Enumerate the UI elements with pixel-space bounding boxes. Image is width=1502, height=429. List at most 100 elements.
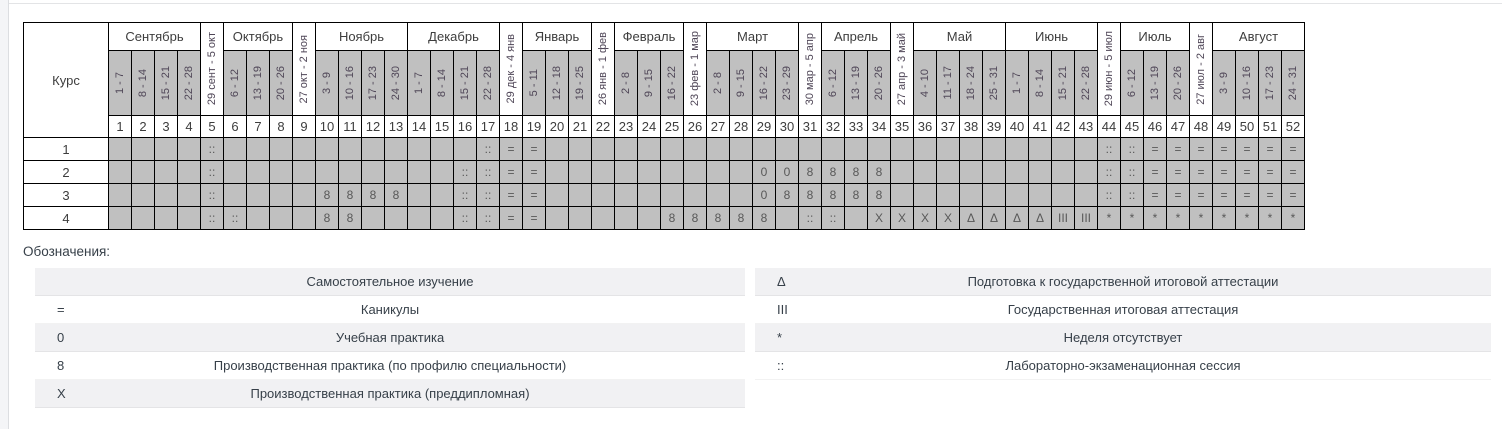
schedule-cell: * <box>1258 206 1282 230</box>
schedule-cell <box>407 183 431 207</box>
schedule-cell: = <box>1281 160 1305 184</box>
legend-label: Производственная практика (преддипломная… <box>250 386 530 401</box>
schedule-cell <box>660 183 684 207</box>
schedule-cell <box>361 137 385 161</box>
week-number-cell: 37 <box>936 115 960 138</box>
legend-label: Учебная практика <box>335 330 445 345</box>
schedule-cell <box>361 160 385 184</box>
schedule-cell: X <box>867 206 891 230</box>
schedule-cell: = <box>1166 160 1190 184</box>
schedule-cell <box>936 137 960 161</box>
schedule-cell <box>775 206 799 230</box>
schedule-cell <box>407 206 431 230</box>
week-number-cell: 36 <box>913 115 937 138</box>
legend-item: * Неделя отсутствует <box>755 324 1491 352</box>
schedule-cell <box>637 160 661 184</box>
schedule-cell: = <box>1189 183 1213 207</box>
schedule-cell <box>729 183 753 207</box>
schedule-cell <box>1051 160 1075 184</box>
schedule-cell: Δ <box>959 206 983 230</box>
course-row: 2:::::: = = 0 0 8 8 8 8:::: = = = = = = = <box>23 160 1305 184</box>
week-number-cell: 27 <box>706 115 730 138</box>
schedule-cell <box>775 137 799 161</box>
schedule-cell: = <box>499 137 523 161</box>
schedule-cell <box>131 160 155 184</box>
schedule-cell: :: <box>200 160 224 184</box>
schedule-cell <box>568 137 592 161</box>
week-number-cell: 40 <box>1005 115 1029 138</box>
schedule-cell <box>246 137 270 161</box>
schedule-cell <box>407 137 431 161</box>
schedule-cell <box>683 160 707 184</box>
week-number-cell: 26 <box>683 115 707 138</box>
schedule-cell <box>890 137 914 161</box>
schedule-cell <box>108 137 132 161</box>
schedule-cell <box>223 137 247 161</box>
week-number-cell: 24 <box>637 115 661 138</box>
schedule-cell: :: <box>476 137 500 161</box>
schedule-cell: = <box>1189 160 1213 184</box>
schedule-cell: 8 <box>867 183 891 207</box>
schedule-cell <box>706 160 730 184</box>
month-header-cell: Август <box>1212 22 1305 51</box>
schedule-cell: 8 <box>361 183 385 207</box>
schedule-cell: = <box>1166 183 1190 207</box>
schedule-cell: = <box>1258 183 1282 207</box>
legend-left-column: Самостоятельное изучение = Каникулы 0 Учебна… <box>35 268 745 408</box>
schedule-cell: 8 <box>798 160 822 184</box>
schedule-cell: Δ <box>982 206 1006 230</box>
week-number-cell: 47 <box>1166 115 1190 138</box>
transition-week-cell: 27 окт - 2 ноя <box>292 22 316 116</box>
schedule-cell: = <box>1281 137 1305 161</box>
schedule-cell <box>269 183 293 207</box>
week-number-cell: 29 <box>752 115 776 138</box>
schedule-cell <box>545 206 569 230</box>
week-range-cell: 18 - 24 <box>959 50 983 116</box>
week-number-cell: 25 <box>660 115 684 138</box>
schedule-cell: = <box>499 160 523 184</box>
week-number-cell: 32 <box>821 115 845 138</box>
legend-symbol: III <box>777 302 788 317</box>
schedule-cell: = <box>1143 183 1167 207</box>
schedule-cell: 8 <box>844 160 868 184</box>
schedule-cell <box>315 137 339 161</box>
week-range-cell: 2 - 8 <box>706 50 730 116</box>
week-range-cell: 17 - 23 <box>1258 50 1282 116</box>
schedule-cell: III <box>1074 206 1098 230</box>
schedule-cell: X <box>890 206 914 230</box>
schedule-cell <box>223 183 247 207</box>
schedule-cell <box>591 183 615 207</box>
week-number-cell: 33 <box>844 115 868 138</box>
schedule-cell <box>913 137 937 161</box>
schedule-cell: * <box>1120 206 1144 230</box>
schedule-cell: :: <box>453 183 477 207</box>
schedule-cell <box>614 183 638 207</box>
schedule-cell <box>223 160 247 184</box>
schedule-cell <box>177 183 201 207</box>
schedule-cell <box>269 137 293 161</box>
week-number-cell: 8 <box>269 115 293 138</box>
schedule-cell <box>936 183 960 207</box>
week-range-cell: 1 - 7 <box>108 50 132 116</box>
schedule-cell: 8 <box>338 183 362 207</box>
week-number-cell: 10 <box>315 115 339 138</box>
schedule-cell: = <box>522 137 546 161</box>
schedule-cell <box>384 160 408 184</box>
transition-week-cell: 29 июн - 5 июл <box>1097 22 1121 116</box>
week-range-cell: 12 - 18 <box>545 50 569 116</box>
schedule-cell: 8 <box>315 206 339 230</box>
schedule-cell <box>729 137 753 161</box>
week-range-cell: 4 - 10 <box>913 50 937 116</box>
schedule-cell <box>1028 183 1052 207</box>
schedule-cell: = <box>499 183 523 207</box>
schedule-cell: :: <box>476 206 500 230</box>
schedule-cell: :: <box>476 160 500 184</box>
schedule-cell <box>614 206 638 230</box>
week-number-cell: 52 <box>1281 115 1305 138</box>
schedule-cell <box>545 160 569 184</box>
week-range-cell: 5 - 11 <box>522 50 546 116</box>
schedule-cell <box>591 160 615 184</box>
schedule-cell <box>177 206 201 230</box>
schedule-cell <box>384 137 408 161</box>
schedule-cell: = <box>1281 183 1305 207</box>
